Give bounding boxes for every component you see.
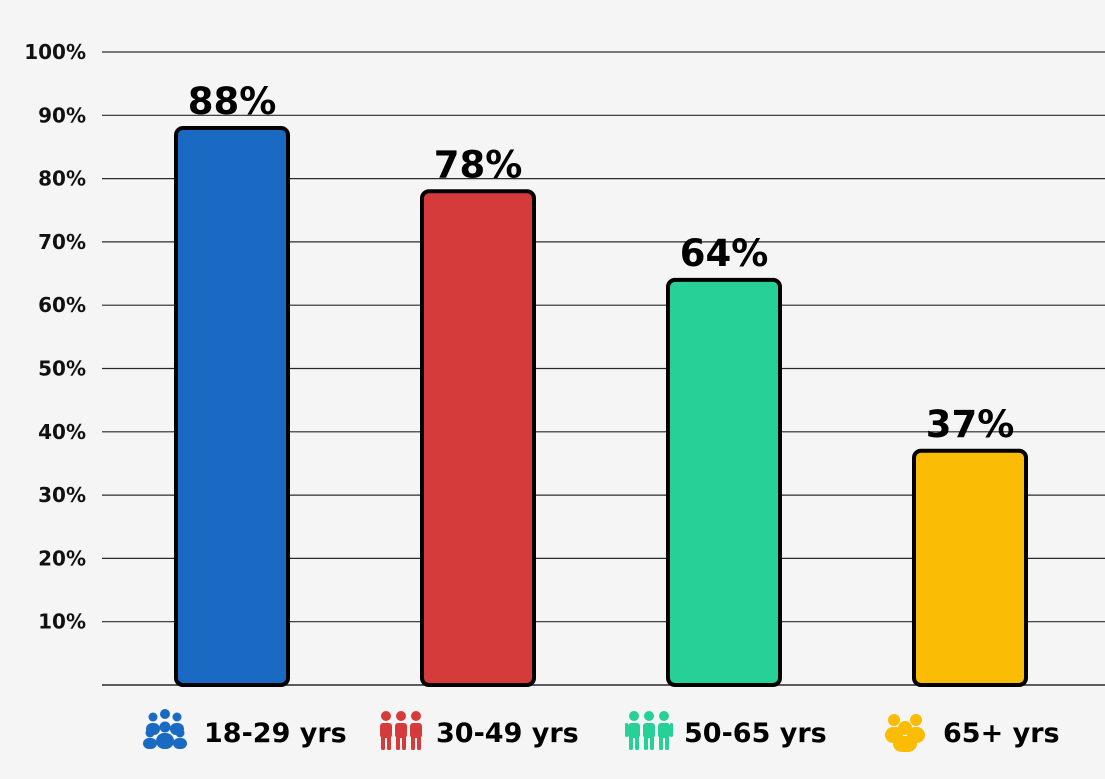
category-legend: 18-29 yrs 30-49 yrs 50-65 yrs 65+ yrs [143, 709, 1060, 752]
data-labels: 88% 78% 64% 37% [188, 80, 1015, 446]
bar [912, 448, 1028, 688]
data-label: 37% [926, 403, 1015, 446]
y-tick-label: 50% [38, 357, 86, 381]
y-tick-label: 60% [38, 293, 86, 317]
y-tick-label: 30% [38, 483, 86, 507]
y-tick-label: 20% [38, 546, 86, 570]
y-tick-label: 40% [38, 420, 86, 444]
data-label: 88% [188, 80, 277, 123]
bar [420, 189, 536, 687]
bars [174, 125, 1028, 688]
category-label: 18-29 yrs [204, 718, 347, 749]
bar [666, 277, 782, 687]
data-label: 78% [434, 143, 523, 186]
y-tick-label: 100% [24, 40, 86, 64]
y-tick-label: 90% [38, 103, 86, 127]
group-of-people-icon [143, 709, 187, 749]
group-of-people-icon [380, 711, 422, 750]
group-of-people-icon [885, 714, 925, 752]
bar [174, 125, 290, 687]
category-label: 30-49 yrs [436, 718, 579, 749]
group-of-people-icon [625, 711, 673, 750]
y-tick-label: 10% [38, 610, 86, 634]
category-label: 50-65 yrs [684, 718, 827, 749]
category-label: 65+ yrs [943, 718, 1060, 749]
y-tick-label: 70% [38, 230, 86, 254]
y-axis-ticks: 10% 20% 30% 40% 50% 60% 70% 80% 90% 100% [24, 40, 86, 634]
y-tick-label: 80% [38, 167, 86, 191]
data-label: 64% [680, 232, 769, 275]
